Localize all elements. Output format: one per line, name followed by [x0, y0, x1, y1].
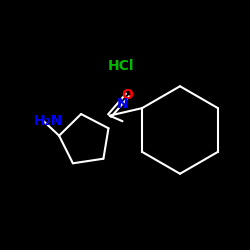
Text: H₂N: H₂N — [34, 114, 63, 128]
Text: HCl: HCl — [108, 59, 134, 73]
Text: N: N — [117, 97, 128, 111]
Text: O: O — [122, 88, 134, 102]
